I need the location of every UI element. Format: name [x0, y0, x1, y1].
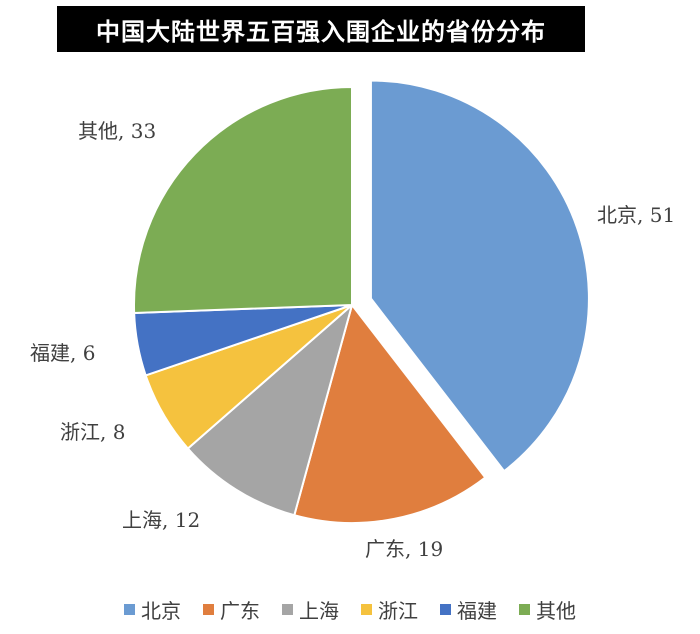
pie-slices — [133, 79, 590, 524]
legend-swatch — [519, 603, 530, 615]
chart-title: 中国大陆世界五百强入围企业的省份分布 — [57, 6, 585, 52]
legend-swatch — [203, 603, 214, 615]
pie-slice-3 — [186, 302, 354, 517]
pie-slice-1 — [369, 79, 590, 473]
legend-label: 浙江 — [378, 598, 418, 623]
data-label-6: 其他, 33 — [78, 119, 156, 143]
data-label-1: 北京, 51 — [597, 203, 675, 227]
pie-data-labels: 北京, 51 广东, 19 上海, 12 浙江, 8 福建, 6 其他, 33 — [30, 119, 675, 561]
legend-label: 福建 — [457, 598, 497, 623]
pie-slice-6 — [133, 85, 353, 314]
legend-label: 广东 — [220, 598, 260, 623]
legend-item-4: 浙江 — [361, 595, 418, 624]
data-label-5: 福建, 6 — [30, 341, 95, 365]
legend-item-6: 其他 — [519, 595, 576, 624]
legend-swatch — [282, 603, 293, 615]
chart-legend: 北京 广东 上海 浙江 福建 其他 — [0, 592, 700, 626]
legend-item-5: 福建 — [440, 595, 497, 624]
legend-label: 北京 — [141, 598, 181, 623]
data-label-2: 广东, 19 — [365, 537, 443, 561]
legend-item-1: 北京 — [124, 595, 181, 624]
legend-label: 上海 — [299, 598, 339, 623]
data-label-4: 浙江, 8 — [60, 420, 125, 444]
legend-swatch — [440, 603, 451, 615]
legend-swatch — [124, 603, 135, 615]
legend-item-2: 广东 — [203, 595, 260, 624]
legend-label: 其他 — [536, 598, 576, 623]
data-label-3: 上海, 12 — [122, 508, 200, 532]
legend-item-3: 上海 — [282, 595, 339, 624]
legend-swatch — [361, 603, 372, 615]
pie-slice-2 — [293, 302, 487, 524]
